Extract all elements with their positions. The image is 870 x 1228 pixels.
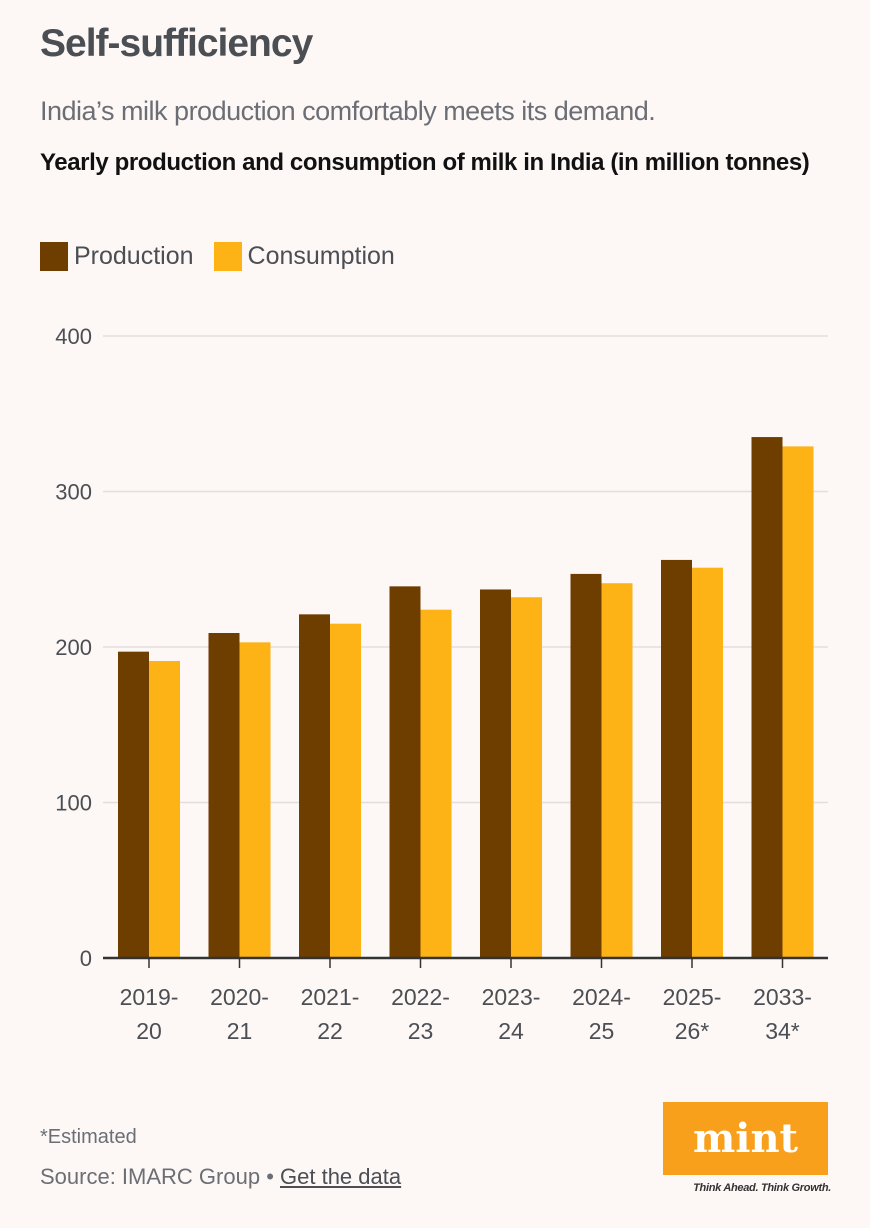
- bar-production-7: [751, 437, 783, 958]
- x-tick-label-0-line2: 20: [136, 1018, 162, 1044]
- bar-consumption-7: [782, 446, 814, 958]
- x-tick-label-0-line1: 2019-: [120, 984, 179, 1010]
- legend-label-consumption: Consumption: [247, 242, 395, 270]
- x-tick-label-3-line2: 23: [408, 1018, 434, 1044]
- y-tick-label-0: 0: [80, 946, 92, 971]
- x-tick-label-4-line1: 2023-: [482, 984, 541, 1010]
- y-tick-label-400: 400: [55, 324, 92, 349]
- page-title: Self-sufficiency: [40, 22, 313, 65]
- get-data-link[interactable]: Get the data: [280, 1164, 402, 1189]
- y-tick-label-200: 200: [55, 635, 92, 660]
- y-tick-label-300: 300: [55, 480, 92, 505]
- bar-chart: 0 100 200 300 400 2019- 20 2020- 21 2021- 22 2022- 2…: [55, 324, 828, 1044]
- bar-consumption-6: [692, 567, 723, 958]
- chart-legend: Production Consumption: [40, 242, 415, 271]
- y-tick-label-100: 100: [55, 791, 92, 816]
- bar-production-1: [208, 633, 240, 958]
- legend-item-consumption: Consumption: [213, 242, 395, 271]
- bar-consumption-5: [601, 583, 633, 958]
- x-tick-label-3-line1: 2022-: [391, 984, 450, 1010]
- bar-consumption-3: [420, 609, 452, 958]
- bar-consumption-0: [149, 660, 180, 958]
- bar-production-6: [661, 559, 692, 958]
- bar-production-2: [299, 614, 330, 958]
- x-tick-label-6-line1: 2025-: [663, 984, 722, 1010]
- chart-title: Yearly production and consumption of mil…: [40, 149, 810, 176]
- legend-swatch-consumption: [213, 242, 242, 271]
- x-tick-label-5-line2: 25: [589, 1018, 615, 1044]
- bar-consumption-1: [239, 642, 271, 958]
- page-subtitle: India’s milk production comfortably meet…: [40, 96, 656, 126]
- x-tick-label-5-line1: 2024-: [572, 984, 631, 1010]
- bar-production-3: [389, 586, 421, 958]
- legend-item-production: Production: [40, 242, 194, 271]
- bar-production-5: [570, 573, 602, 958]
- bar-production-4: [480, 589, 511, 958]
- x-tick-label-6-line2: 26*: [675, 1018, 710, 1044]
- estimate-note: *Estimated: [40, 1126, 137, 1148]
- legend-swatch-production: [40, 242, 68, 271]
- x-tick-label-2-line1: 2021-: [301, 984, 360, 1010]
- x-tick-label-1-line1: 2020-: [210, 984, 269, 1010]
- bar-consumption-4: [511, 597, 542, 958]
- bar-consumption-2: [330, 623, 361, 958]
- x-tick-label-4-line2: 24: [498, 1018, 524, 1044]
- legend-label-production: Production: [74, 242, 194, 270]
- x-tick-label-7-line1: 2033-: [753, 984, 812, 1010]
- x-tick-label-7-line2: 34*: [765, 1018, 800, 1044]
- logo-tagline: Think Ahead. Think Growth.: [693, 1182, 831, 1194]
- x-tick-label-1-line2: 21: [227, 1018, 253, 1044]
- x-tick-label-2-line2: 22: [317, 1018, 343, 1044]
- source-text: Source: IMARC Group •: [40, 1164, 281, 1189]
- source-line: Source: IMARC Group • Get the data: [40, 1164, 401, 1190]
- mint-logo: mint: [663, 1102, 828, 1175]
- bar-production-0: [118, 651, 149, 958]
